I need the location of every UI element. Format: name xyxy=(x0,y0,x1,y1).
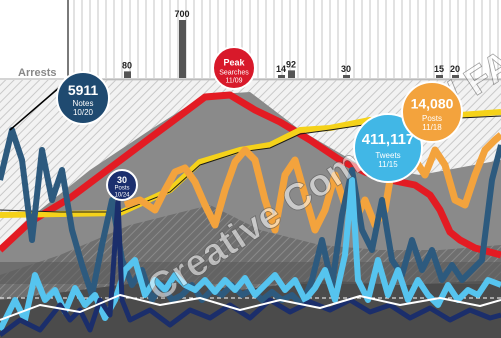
arrests-bar-label: 92 xyxy=(286,59,296,69)
callout-line2: 10/20 xyxy=(73,108,94,117)
callout-value: 14,080 xyxy=(411,95,454,111)
arrests-bar-label: 14 xyxy=(276,64,286,74)
callout-line1: Notes xyxy=(73,99,94,108)
arrests-bar-label: 80 xyxy=(122,60,132,70)
arrests-bar xyxy=(124,71,131,78)
arrests-bar xyxy=(343,75,350,78)
arrests-bar-label: 15 xyxy=(434,64,444,74)
callout-line2: 11/15 xyxy=(378,160,398,169)
callout-value: Peak xyxy=(223,57,245,67)
callout-line2: 11/18 xyxy=(422,123,442,132)
callout-value: 30 xyxy=(117,175,127,185)
arrests-bar-label: 30 xyxy=(341,64,351,74)
arrests-bar xyxy=(288,70,295,78)
arrests-bar-label: 700 xyxy=(174,9,189,19)
callout-line1: Posts xyxy=(422,114,442,123)
arrests-bar xyxy=(278,75,285,78)
callout-line2: 11/09 xyxy=(226,77,243,84)
arrests-bar xyxy=(179,20,186,78)
callout-value: 5911 xyxy=(68,82,99,98)
callout-line1: Posts xyxy=(114,186,129,192)
callout-circle xyxy=(402,82,462,142)
arrests-label: Arrests xyxy=(18,67,57,79)
callout-line1: Tweets xyxy=(375,151,400,160)
callout-line2: 10/24 xyxy=(114,193,130,199)
callout-line1: Searches xyxy=(219,69,249,76)
arrests-bar xyxy=(436,75,443,78)
callout-value: 411,117 xyxy=(362,131,415,148)
